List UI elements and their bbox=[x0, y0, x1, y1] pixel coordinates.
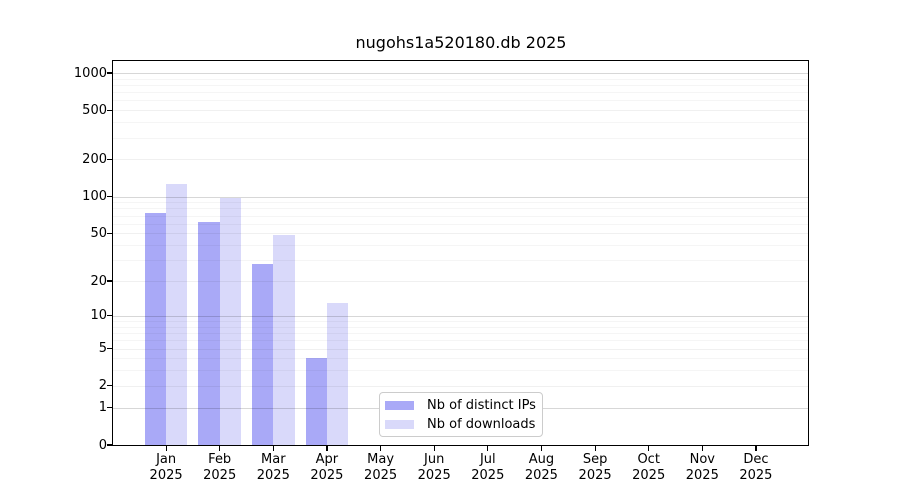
legend-swatch-distinct-ips-icon bbox=[385, 400, 414, 410]
y-tick-1000 bbox=[107, 72, 112, 74]
gridline-700 bbox=[113, 92, 809, 94]
gridline-900 bbox=[113, 78, 809, 80]
x-axis-label-may: May 2025 bbox=[364, 452, 398, 483]
gridline-80 bbox=[113, 208, 809, 210]
x-tick-jun bbox=[433, 445, 435, 451]
y-tick-10 bbox=[107, 315, 112, 317]
bar-distinct-ips-apr bbox=[305, 358, 327, 445]
y-tick-50 bbox=[107, 232, 112, 234]
gridline-60 bbox=[113, 223, 809, 225]
y-tick-200 bbox=[107, 158, 112, 161]
y-tick-0 bbox=[107, 444, 112, 446]
gridline-100 bbox=[113, 196, 809, 198]
x-axis-label-aug: Aug 2025 bbox=[524, 452, 558, 483]
bar-downloads-mar bbox=[273, 235, 295, 445]
x-tick-sep bbox=[594, 445, 596, 451]
y-axis-label-500: 500 bbox=[82, 102, 107, 118]
gridline-300 bbox=[113, 137, 809, 139]
legend-label-downloads: Nb of downloads bbox=[427, 416, 536, 432]
bar-downloads-feb bbox=[219, 198, 242, 445]
legend-swatch-downloads-icon bbox=[385, 419, 414, 429]
x-tick-oct bbox=[648, 445, 650, 451]
x-axis-label-apr: Apr 2025 bbox=[310, 452, 344, 483]
y-tick-5 bbox=[107, 347, 112, 350]
y-axis-label-1: 1 bbox=[98, 400, 107, 416]
x-tick-jul bbox=[487, 445, 489, 451]
y-tick-20 bbox=[107, 280, 112, 282]
bar-distinct-ips-jan bbox=[144, 213, 166, 445]
gridline-40 bbox=[113, 245, 809, 246]
gridline-9 bbox=[113, 321, 809, 322]
gridline-90 bbox=[113, 202, 809, 204]
gridline-4 bbox=[113, 358, 809, 360]
y-axis-label-2: 2 bbox=[98, 378, 107, 394]
gridline-10 bbox=[113, 315, 809, 317]
x-axis-label-jul: Jul 2025 bbox=[471, 452, 505, 483]
x-axis-label-dec: Dec 2025 bbox=[739, 452, 773, 483]
gridline-30 bbox=[113, 260, 809, 262]
x-axis-label-nov: Nov 2025 bbox=[685, 452, 719, 483]
plot-area bbox=[113, 61, 809, 445]
gridline-8 bbox=[113, 326, 809, 328]
gridline-800 bbox=[113, 85, 809, 86]
x-tick-jan bbox=[165, 445, 167, 451]
gridline-7 bbox=[113, 333, 809, 334]
bar-downloads-jan bbox=[166, 184, 188, 445]
y-axis-label-10: 10 bbox=[90, 308, 107, 324]
x-tick-nov bbox=[701, 445, 703, 451]
gridline-1000 bbox=[113, 73, 809, 74]
gridline-5 bbox=[113, 348, 809, 350]
y-axis-label-100: 100 bbox=[82, 189, 107, 204]
chart-title: nugohs1a520180.db 2025 bbox=[355, 33, 567, 52]
gridline-70 bbox=[113, 215, 809, 217]
y-tick-500 bbox=[107, 109, 112, 111]
y-tick-1 bbox=[107, 407, 112, 409]
gridline-200 bbox=[113, 159, 809, 161]
x-tick-dec bbox=[755, 445, 757, 451]
x-axis-label-sep: Sep 2025 bbox=[578, 452, 612, 483]
x-axis-label-feb: Feb 2025 bbox=[203, 452, 237, 483]
x-tick-aug bbox=[540, 445, 543, 451]
gridline-6 bbox=[113, 340, 809, 342]
bar-distinct-ips-feb bbox=[198, 221, 220, 445]
y-axis-label-20: 20 bbox=[90, 273, 107, 289]
gridline-600 bbox=[113, 100, 809, 102]
y-tick-100 bbox=[107, 195, 112, 198]
y-axis-label-200: 200 bbox=[82, 151, 107, 167]
y-axis-label-0: 0 bbox=[98, 437, 107, 453]
gridline-50 bbox=[113, 233, 809, 235]
gridline-500 bbox=[113, 110, 809, 112]
y-axis-label-50: 50 bbox=[90, 225, 107, 241]
y-tick-2 bbox=[107, 385, 112, 387]
x-axis-label-mar: Mar 2025 bbox=[256, 452, 290, 483]
x-axis-label-oct: Oct 2025 bbox=[632, 452, 666, 483]
legend-label-distinct-ips: Nb of distinct IPs bbox=[427, 397, 536, 413]
x-axis-label-jan: Jan 2025 bbox=[149, 452, 183, 483]
x-tick-may bbox=[380, 445, 382, 451]
gridline-400 bbox=[113, 122, 809, 124]
gridline-20 bbox=[113, 281, 809, 283]
y-axis-label-5: 5 bbox=[98, 341, 107, 356]
legend-item-distinct-ips: Nb of distinct IPs bbox=[385, 398, 542, 413]
y-axis-label-1000: 1000 bbox=[73, 65, 107, 81]
gridline-3 bbox=[113, 370, 809, 372]
legend: Nb of distinct IPs Nb of downloads bbox=[379, 392, 543, 437]
x-axis-label-jun: Jun 2025 bbox=[417, 452, 451, 483]
x-tick-mar bbox=[272, 445, 274, 451]
bar-downloads-apr bbox=[326, 302, 349, 445]
x-tick-apr bbox=[326, 445, 328, 451]
gridline-2 bbox=[113, 385, 809, 387]
x-tick-feb bbox=[219, 445, 221, 451]
legend-item-downloads: Nb of downloads bbox=[385, 417, 542, 432]
bar-distinct-ips-mar bbox=[251, 263, 274, 445]
